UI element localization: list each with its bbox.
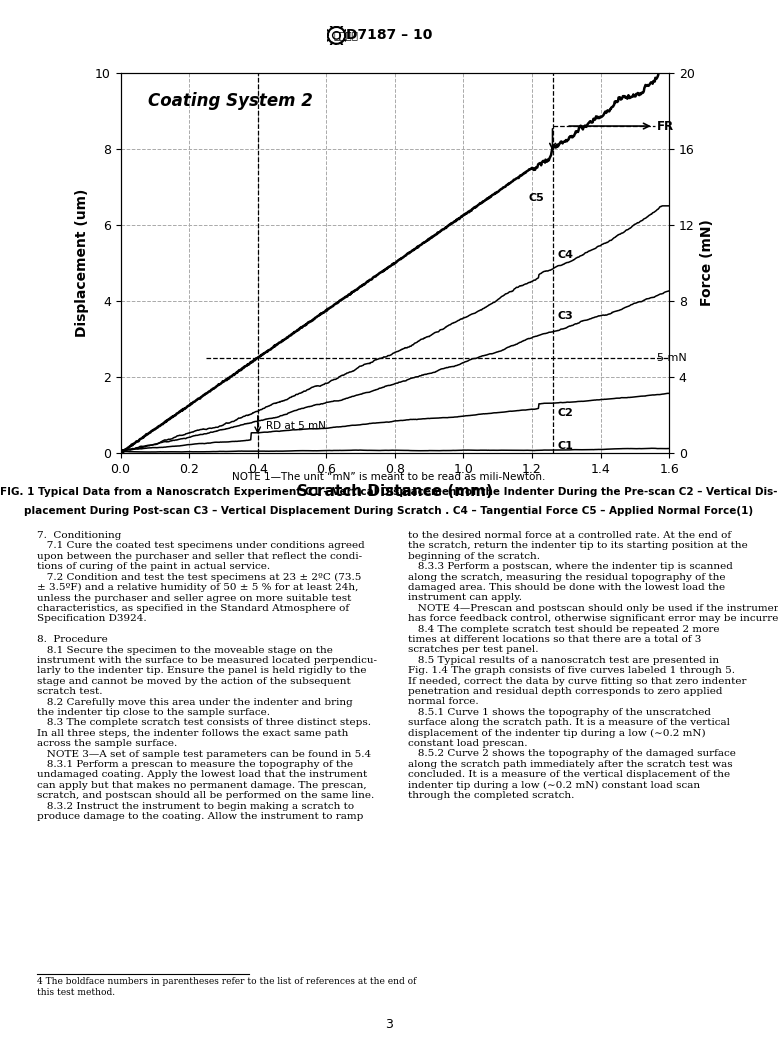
Text: to the desired normal force at a controlled rate. At the end of
the scratch, ret: to the desired normal force at a control… <box>408 531 778 801</box>
Text: C4: C4 <box>558 250 573 260</box>
Text: placement During Post-scan C3 – Vertical Displacement During Scratch . C4 – Tang: placement During Post-scan C3 – Vertical… <box>24 506 754 516</box>
Text: 7.  Conditioning
   7.1 Cure the coated test specimens under conditions agreed
u: 7. Conditioning 7.1 Cure the coated test… <box>37 531 377 821</box>
Text: 3: 3 <box>385 1018 393 1031</box>
Text: Coating System 2: Coating System 2 <box>148 93 313 110</box>
Text: FR: FR <box>657 120 675 132</box>
Y-axis label: Force (mN): Force (mN) <box>700 220 714 306</box>
X-axis label: Scratch Distance (mm): Scratch Distance (mm) <box>297 484 492 499</box>
Y-axis label: Displacement (um): Displacement (um) <box>75 188 89 337</box>
Text: 4 The boldface numbers in parentheses refer to the list of references at the end: 4 The boldface numbers in parentheses re… <box>37 977 417 997</box>
Text: C2: C2 <box>558 408 573 417</box>
Text: C1: C1 <box>558 441 573 451</box>
Text: C3: C3 <box>558 311 573 321</box>
Text: D7187 – 10: D7187 – 10 <box>345 28 433 42</box>
Text: ⒶⓈⓉⓂ: ⒶⓈⓉⓂ <box>334 30 359 40</box>
Text: C5: C5 <box>528 194 545 203</box>
Text: FIG. 1 Typical Data from a Nanoscratch Experiment C1 – Vertical Displacement of : FIG. 1 Typical Data from a Nanoscratch E… <box>0 487 778 498</box>
Text: 5 mN: 5 mN <box>657 353 687 363</box>
Text: NOTE 1—The unit “mN” is meant to be read as mili-Newton.: NOTE 1—The unit “mN” is meant to be read… <box>233 472 545 482</box>
Text: RD at 5 mN: RD at 5 mN <box>266 422 326 431</box>
